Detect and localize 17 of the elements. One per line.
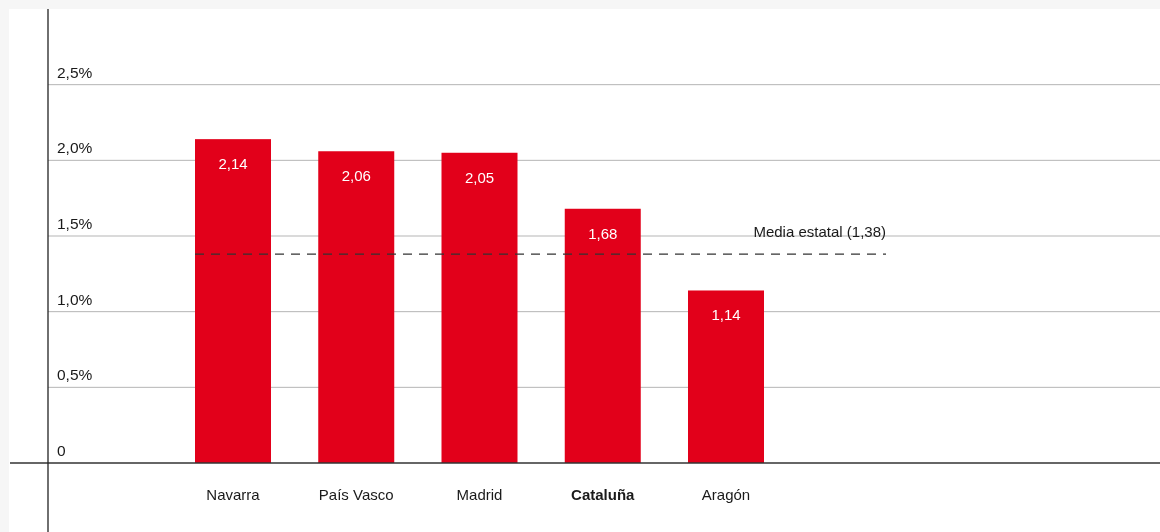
x-tick-label: País Vasco bbox=[318, 486, 394, 503]
data-label: 1,68 bbox=[588, 224, 618, 242]
x-tick-label: Cataluña bbox=[571, 486, 636, 503]
x-tick-label: Aragón bbox=[701, 486, 751, 503]
y-tick-label: 0,5% bbox=[57, 366, 93, 384]
y-tick-label: 2,5% bbox=[57, 63, 93, 81]
ref-line-label: Media estatal (1,38) bbox=[753, 223, 886, 241]
data-label: 2,06 bbox=[341, 167, 371, 185]
data-label: 2,14 bbox=[218, 155, 248, 173]
y-tick-label: 1,5% bbox=[57, 215, 93, 232]
y-tick-label: 1,0% bbox=[57, 290, 93, 308]
y-tick-label: 2,0% bbox=[57, 139, 93, 157]
y-tick-label: 0 bbox=[57, 442, 66, 459]
data-label: 2,05 bbox=[464, 168, 495, 186]
x-tick-label: Navarra bbox=[206, 486, 261, 503]
x-tick-label: Madrid bbox=[456, 486, 503, 503]
data-label: 1,14 bbox=[711, 306, 741, 324]
